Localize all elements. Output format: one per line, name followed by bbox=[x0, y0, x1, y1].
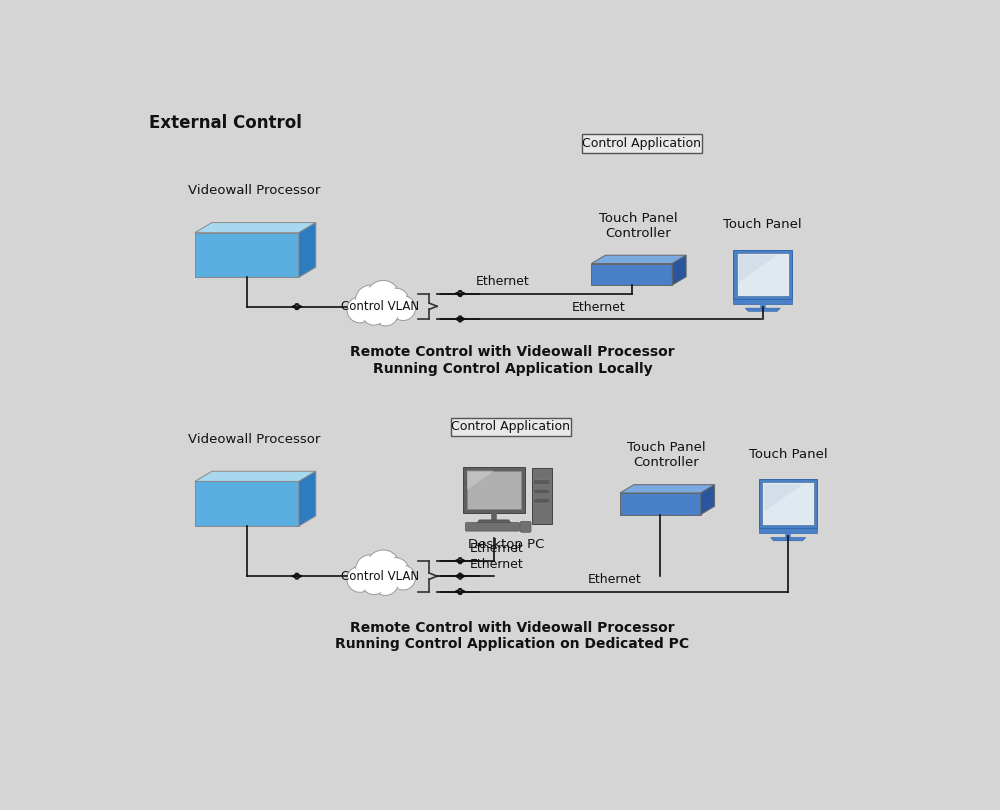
Polygon shape bbox=[195, 232, 299, 277]
Circle shape bbox=[382, 557, 409, 586]
Text: Touch Panel
Controller: Touch Panel Controller bbox=[627, 441, 706, 469]
Circle shape bbox=[369, 552, 398, 582]
Circle shape bbox=[391, 296, 415, 321]
Circle shape bbox=[363, 302, 384, 323]
Text: Ethernet: Ethernet bbox=[470, 543, 524, 556]
Circle shape bbox=[358, 288, 384, 313]
Polygon shape bbox=[299, 223, 316, 277]
Polygon shape bbox=[591, 263, 672, 285]
Text: Touch Panel: Touch Panel bbox=[749, 448, 827, 461]
Polygon shape bbox=[532, 468, 552, 524]
Circle shape bbox=[349, 568, 371, 590]
Text: Videowall Processor: Videowall Processor bbox=[188, 185, 321, 198]
Polygon shape bbox=[733, 299, 792, 304]
FancyBboxPatch shape bbox=[582, 134, 702, 152]
FancyBboxPatch shape bbox=[534, 480, 550, 484]
Polygon shape bbox=[463, 467, 525, 513]
Circle shape bbox=[393, 298, 414, 318]
Polygon shape bbox=[759, 528, 817, 533]
Text: Control Application: Control Application bbox=[451, 420, 570, 433]
FancyBboxPatch shape bbox=[451, 417, 571, 436]
Circle shape bbox=[355, 555, 386, 586]
FancyBboxPatch shape bbox=[534, 498, 550, 503]
Polygon shape bbox=[620, 484, 715, 493]
FancyBboxPatch shape bbox=[466, 522, 519, 531]
FancyBboxPatch shape bbox=[520, 522, 531, 532]
Circle shape bbox=[366, 280, 400, 314]
Text: Control VLAN: Control VLAN bbox=[341, 301, 419, 313]
Circle shape bbox=[391, 565, 415, 590]
Circle shape bbox=[366, 550, 400, 584]
Text: External Control: External Control bbox=[149, 114, 302, 132]
Circle shape bbox=[384, 560, 407, 583]
Polygon shape bbox=[195, 223, 316, 232]
Polygon shape bbox=[745, 308, 780, 311]
Text: Control VLAN: Control VLAN bbox=[341, 569, 419, 582]
Text: Ethernet: Ethernet bbox=[587, 573, 641, 586]
Polygon shape bbox=[620, 493, 701, 514]
Text: Remote Control with Videowall Processor
Running Control Application Locally: Remote Control with Videowall Processor … bbox=[350, 345, 675, 376]
Circle shape bbox=[372, 569, 399, 595]
Polygon shape bbox=[672, 255, 686, 285]
Polygon shape bbox=[762, 482, 814, 526]
Circle shape bbox=[374, 571, 397, 594]
Polygon shape bbox=[299, 471, 316, 526]
Circle shape bbox=[347, 296, 373, 323]
Text: Control Application: Control Application bbox=[582, 137, 701, 150]
Circle shape bbox=[372, 300, 399, 326]
FancyBboxPatch shape bbox=[534, 489, 550, 494]
Text: Desktop PC: Desktop PC bbox=[468, 539, 545, 552]
Circle shape bbox=[374, 301, 397, 324]
Polygon shape bbox=[759, 480, 817, 528]
Polygon shape bbox=[733, 249, 792, 299]
Polygon shape bbox=[195, 481, 299, 526]
Text: Videowall Processor: Videowall Processor bbox=[188, 433, 321, 446]
Polygon shape bbox=[701, 484, 715, 514]
Polygon shape bbox=[771, 538, 806, 541]
Circle shape bbox=[369, 283, 398, 312]
Polygon shape bbox=[195, 471, 316, 481]
Circle shape bbox=[349, 299, 371, 321]
Text: Ethernet: Ethernet bbox=[572, 301, 626, 313]
Polygon shape bbox=[477, 520, 511, 523]
Text: Ethernet: Ethernet bbox=[476, 275, 529, 288]
Circle shape bbox=[384, 290, 407, 313]
Polygon shape bbox=[591, 255, 686, 263]
Polygon shape bbox=[737, 253, 789, 296]
Circle shape bbox=[363, 572, 384, 593]
Text: Touch Panel
Controller: Touch Panel Controller bbox=[599, 211, 677, 240]
Polygon shape bbox=[467, 471, 521, 509]
Circle shape bbox=[347, 566, 373, 592]
Circle shape bbox=[362, 570, 386, 595]
Circle shape bbox=[393, 567, 414, 588]
Circle shape bbox=[382, 288, 409, 316]
Circle shape bbox=[355, 285, 386, 316]
Circle shape bbox=[362, 301, 386, 325]
Polygon shape bbox=[467, 471, 494, 490]
Polygon shape bbox=[764, 484, 803, 511]
Text: Ethernet: Ethernet bbox=[470, 558, 524, 571]
Text: Remote Control with Videowall Processor
Running Control Application on Dedicated: Remote Control with Videowall Processor … bbox=[335, 621, 690, 651]
Text: Touch Panel: Touch Panel bbox=[723, 218, 802, 231]
Polygon shape bbox=[739, 255, 777, 282]
Circle shape bbox=[358, 557, 384, 583]
